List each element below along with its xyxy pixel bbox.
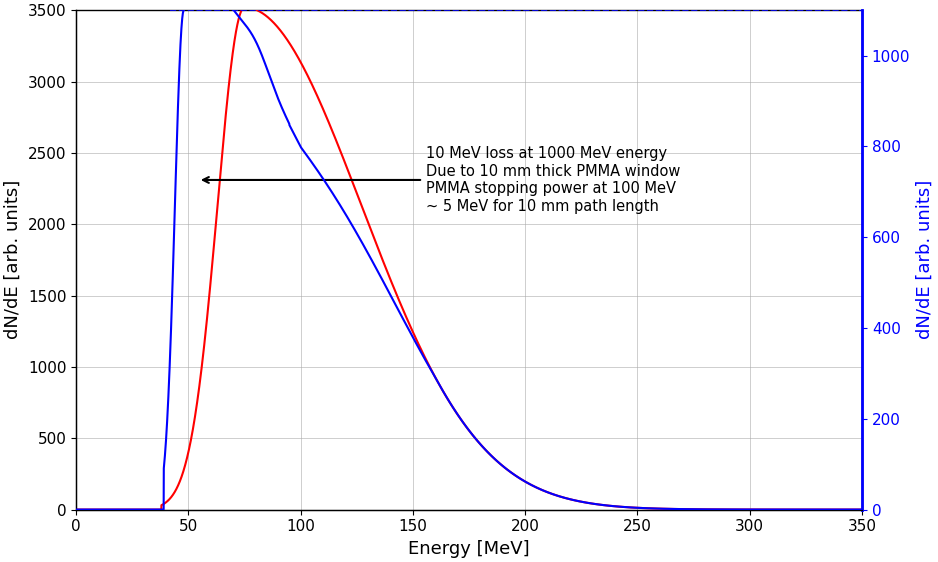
Text: 10 MeV loss at 1000 MeV energy
Due to 10 mm thick PMMA window
PMMA stopping powe: 10 MeV loss at 1000 MeV energy Due to 10…	[203, 146, 680, 214]
Y-axis label: dN/dE [arb. units]: dN/dE [arb. units]	[4, 180, 23, 339]
Y-axis label: dN/dE [arb. units]: dN/dE [arb. units]	[915, 180, 934, 339]
X-axis label: Energy [MeV]: Energy [MeV]	[408, 540, 530, 558]
